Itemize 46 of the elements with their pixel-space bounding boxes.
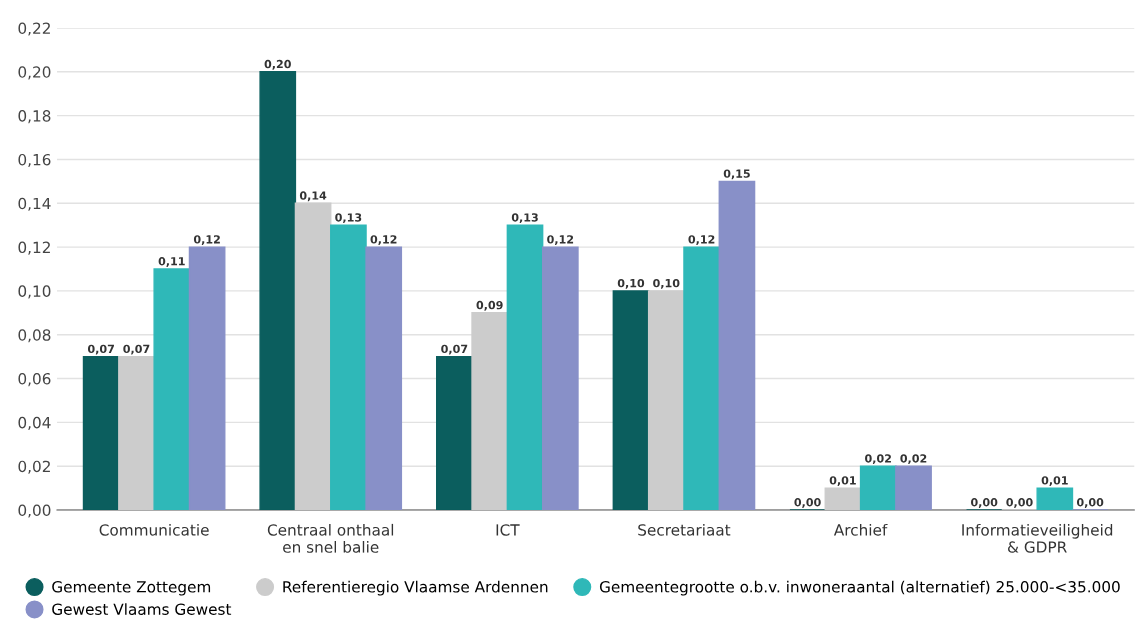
- data-label: 0,02: [865, 454, 891, 465]
- x-tick-label: ICT: [496, 524, 520, 536]
- x-tick-label: Informatieveiligheid & GDPR: [962, 523, 1113, 553]
- y-tick-label: 0,20: [18, 66, 51, 80]
- x-tick-label: Archief: [833, 523, 888, 536]
- data-label: 0,15: [723, 169, 750, 180]
- data-label: 0,13: [335, 213, 362, 224]
- y-tick-label: 0,04: [18, 416, 51, 430]
- x-tick-label: Communicatie: [99, 523, 209, 536]
- x-tick-label: Centraal onthaal en snel balie: [267, 523, 394, 553]
- data-label: 0,01: [829, 476, 856, 486]
- data-label: 0,00: [1006, 498, 1033, 508]
- data-label: 0,07: [123, 344, 150, 355]
- y-tick-label: 0,08: [18, 329, 51, 343]
- data-label: 0,02: [900, 454, 927, 465]
- data-label: 0,07: [441, 344, 468, 355]
- y-tick-label: 0,06: [18, 373, 51, 387]
- y-tick-label: 0,18: [18, 110, 51, 124]
- data-label: 0,07: [87, 344, 114, 355]
- data-label: 0,10: [617, 278, 645, 289]
- data-label: 0,20: [264, 59, 291, 70]
- data-label: 0,00: [794, 498, 821, 508]
- data-label: 0,10: [653, 278, 680, 289]
- data-label: 0,12: [370, 235, 397, 245]
- data-label: 0,01: [1041, 476, 1068, 486]
- data-label: 0,00: [971, 498, 998, 508]
- legend-label: Gemeentegrootte o.b.v. inwoneraantal (alternatief) 25.000-<35.000: [599, 580, 1120, 596]
- data-label: 0,13: [511, 213, 538, 224]
- data-label: 0,11: [158, 257, 185, 267]
- legend-label: Gemeente Zottegem: [52, 581, 211, 596]
- data-label: 0,14: [299, 191, 327, 202]
- y-tick-label: 0,00: [18, 504, 51, 518]
- y-tick-label: 0,16: [18, 153, 51, 168]
- y-tick-label: 0,22: [18, 22, 50, 36]
- legend-label: Gewest Vlaams Gewest: [52, 603, 232, 615]
- data-label: 0,09: [476, 300, 503, 311]
- y-tick-label: 0,10: [18, 285, 51, 299]
- y-tick-label: 0,14: [18, 197, 51, 211]
- y-tick-label: 0,02: [18, 460, 50, 474]
- data-label: 0,00: [1076, 498, 1104, 508]
- y-tick-label: 0,12: [18, 241, 50, 255]
- data-label: 0,12: [193, 235, 220, 245]
- data-label: 0,12: [547, 235, 574, 245]
- legend-label: Referentieregio Vlaamse Ardennen: [283, 580, 548, 596]
- x-tick-label: Secretariaat: [638, 523, 731, 536]
- data-label: 0,12: [688, 235, 715, 245]
